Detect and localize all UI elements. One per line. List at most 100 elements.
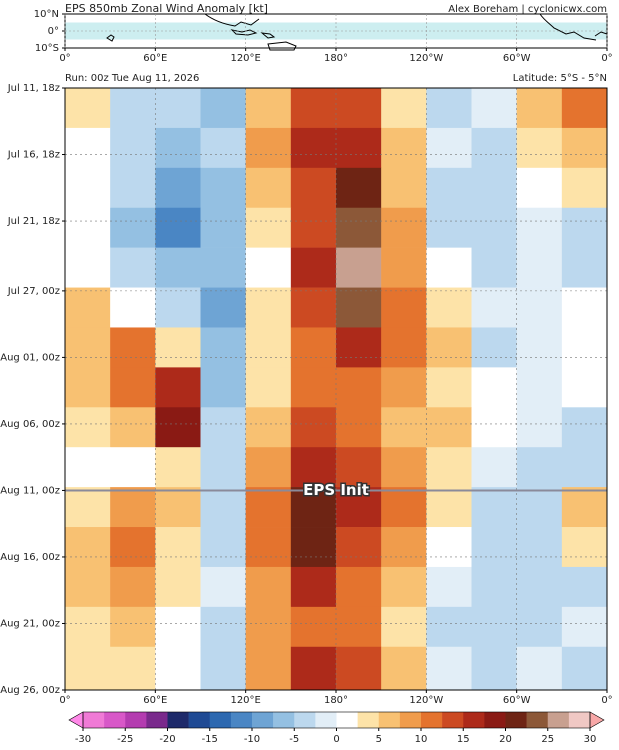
colorbar-swatch [294, 712, 316, 728]
colorbar-swatch [273, 712, 295, 728]
cell [561, 127, 608, 169]
cell [561, 447, 608, 488]
cell [381, 407, 427, 448]
cell [426, 566, 472, 608]
x-tick-label: 0° [59, 695, 70, 706]
cell [426, 487, 472, 528]
cell [290, 287, 337, 328]
cell [336, 247, 382, 288]
cell [200, 646, 246, 691]
cell [516, 606, 563, 648]
cell [200, 247, 246, 288]
cell [200, 88, 246, 129]
colorbar-tick-label: 20 [499, 734, 512, 745]
colorbar-tick-label: -15 [202, 734, 218, 745]
cell [110, 566, 156, 608]
coastline [106, 34, 115, 42]
coastline [204, 13, 260, 27]
cell [381, 367, 427, 408]
cell [290, 207, 337, 248]
cell [290, 88, 337, 129]
colorbar-swatch [125, 712, 147, 728]
cell [381, 287, 427, 328]
cell [200, 287, 246, 328]
cell [561, 646, 608, 691]
latitude-label: Latitude: 5°S - 5°N [513, 73, 607, 84]
cell [65, 167, 111, 209]
colorbar-tick-label: 15 [457, 734, 470, 745]
cell [155, 566, 201, 608]
x-tick-label: 60°W [503, 695, 531, 706]
axes: 0° 60°E 120°E 180° 120°W 60°W 0° Jul 11, 18z Jul… [0, 83, 612, 706]
cell [290, 606, 337, 648]
map-x-tick-label: 60°W [503, 53, 531, 64]
cell [426, 646, 472, 691]
cell [245, 566, 292, 608]
colorbar-tick-label: -25 [117, 734, 133, 745]
cell [336, 646, 382, 691]
cell [381, 646, 427, 691]
cell [471, 327, 517, 368]
cell [516, 527, 563, 568]
map-y-tick-label: 10°S [35, 43, 59, 54]
colorbar-swatch [209, 712, 232, 728]
cell [290, 167, 337, 209]
map-x-tick-label: 120°E [230, 53, 260, 64]
cell [516, 646, 563, 691]
cell [65, 287, 111, 328]
cell [381, 527, 427, 568]
cell [516, 447, 563, 488]
cell [290, 447, 337, 488]
colorbar-swatch [399, 712, 422, 728]
colorbar-swatch [336, 712, 358, 728]
cell [200, 407, 246, 448]
cell [290, 367, 337, 408]
cell [200, 487, 246, 528]
cell [110, 487, 156, 528]
cell [155, 88, 201, 129]
cell [290, 566, 337, 608]
cell [290, 407, 337, 448]
run-label: Run: 00z Tue Aug 11, 2026 [65, 73, 199, 84]
map-y-tick-label: 0° [48, 26, 59, 37]
cell [471, 447, 517, 488]
cell [200, 127, 246, 169]
cell [336, 447, 382, 488]
cell [65, 566, 111, 608]
colorbar-swatch [357, 712, 380, 728]
cell [471, 487, 517, 528]
cell [561, 407, 608, 448]
colorbar-swatch [484, 712, 506, 728]
map-panel: 10°N0°10°S0° 60°E 120°E 180° 120°W 60°W 0° [34, 9, 613, 64]
cell [561, 167, 608, 209]
cell [245, 127, 292, 169]
cell [381, 167, 427, 209]
cell [65, 127, 111, 169]
cell [471, 207, 517, 248]
cell [516, 407, 563, 448]
colorbar-swatch [83, 712, 105, 728]
cell [336, 207, 382, 248]
y-tick-label: Jul 11, 18z [7, 83, 60, 94]
y-tick-label: Aug 11, 00z [0, 485, 60, 496]
cell [110, 88, 156, 129]
cell [155, 127, 201, 169]
cell [561, 487, 608, 528]
cell [471, 566, 517, 608]
cell [426, 207, 472, 248]
cell [471, 407, 517, 448]
cell [245, 287, 292, 328]
cell [516, 566, 563, 608]
cell [561, 566, 608, 608]
map-y-tick-label: 10°N [34, 9, 59, 20]
cell [290, 527, 337, 568]
cell [561, 247, 608, 288]
cell [245, 407, 292, 448]
cell [110, 606, 156, 648]
cell [336, 88, 382, 129]
cell [336, 566, 382, 608]
cell [290, 487, 337, 528]
y-tick-label: Jul 27, 00z [7, 286, 60, 297]
x-tick-label: 0° [601, 695, 612, 706]
